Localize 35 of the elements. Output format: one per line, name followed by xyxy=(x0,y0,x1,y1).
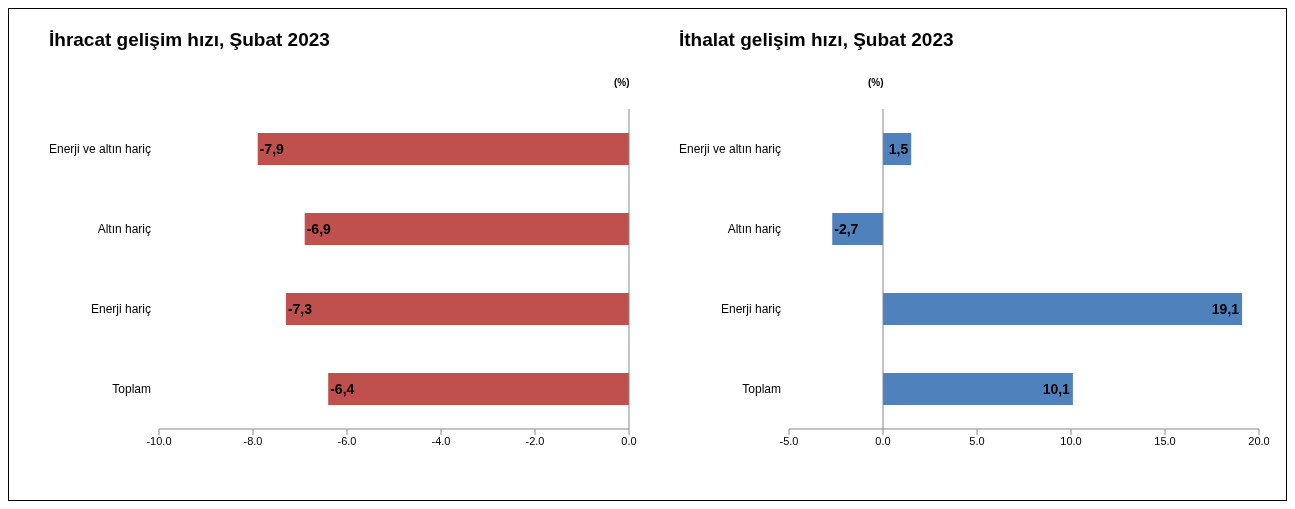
data-label: -6,9 xyxy=(306,220,332,237)
data-label: -2,7 xyxy=(834,220,859,237)
y-tick-label: Altın hariç xyxy=(727,222,781,237)
chart-title: İthalat gelişim hızı, Şubat 2023 xyxy=(679,29,954,51)
x-tick-label: -10.0 xyxy=(146,434,172,447)
x-tick-label: -6.0 xyxy=(337,434,357,447)
data-label: -7,9 xyxy=(259,140,285,157)
y-tick-label: Toplam xyxy=(112,382,151,397)
data-label: 19,1 xyxy=(1211,300,1240,317)
x-tick-label: -2.0 xyxy=(525,434,545,447)
data-label: 1,5 xyxy=(888,140,909,157)
x-tick-label: 15.0 xyxy=(1154,434,1176,447)
data-label: -7,3 xyxy=(287,300,313,317)
data-label: 10,1 xyxy=(1042,380,1071,397)
chart-title: İhracat gelişim hızı, Şubat 2023 xyxy=(49,29,330,51)
x-tick-label: 20.0 xyxy=(1248,434,1270,447)
x-tick-label: 5.0 xyxy=(969,434,985,447)
x-tick-label: 10.0 xyxy=(1060,434,1082,447)
x-tick-label: 0.0 xyxy=(875,434,891,447)
y-tick-label: Toplam xyxy=(742,382,781,397)
y-tick-label: Enerji ve altın hariç xyxy=(678,142,781,157)
bar xyxy=(883,293,1243,325)
bar xyxy=(883,373,1073,405)
x-tick-label: 0.0 xyxy=(621,434,637,447)
y-tick-label: Enerji ve altın hariç xyxy=(48,142,151,157)
x-tick-label: -5.0 xyxy=(779,434,799,447)
y-tick-label: Enerji hariç xyxy=(720,302,781,317)
bar xyxy=(832,213,883,245)
text: (%) xyxy=(614,77,630,88)
y-tick-label: Altın hariç xyxy=(97,222,151,237)
y-tick-label: Enerji hariç xyxy=(90,302,151,317)
x-tick-label: -4.0 xyxy=(431,434,451,447)
text: (%) xyxy=(868,77,884,88)
data-label: -6,4 xyxy=(330,380,355,397)
x-tick-label: -8.0 xyxy=(243,434,263,447)
